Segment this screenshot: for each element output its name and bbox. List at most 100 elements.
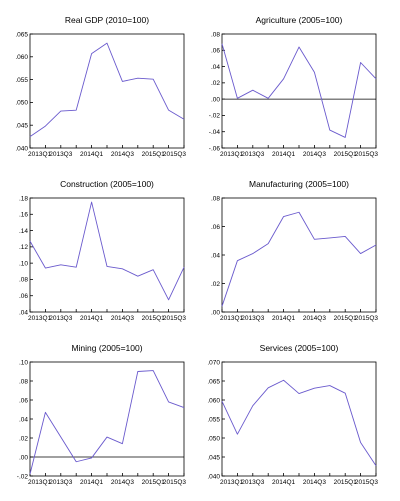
y-tick-label: .00 bbox=[211, 309, 220, 316]
y-tick-label: .045 bbox=[207, 454, 220, 461]
series-line bbox=[29, 201, 185, 301]
series-line bbox=[221, 379, 377, 466]
y-tick-label: .10 bbox=[19, 260, 28, 267]
x-tick-label: 2014Q1 bbox=[80, 315, 104, 322]
y-tick-label: .055 bbox=[207, 416, 220, 423]
chart-panel-1: Agriculture (2005=100) -.06 -.04 -.02 .00 .02… bbox=[209, 15, 379, 158]
chart-panel-3: Manufacturing (2005=100) .00 .02 .04 .06 .08 2… bbox=[211, 179, 378, 322]
y-tick-label: .02 bbox=[19, 435, 28, 442]
y-tick-label: .040 bbox=[15, 145, 28, 152]
x-tick-label: 2015Q1 bbox=[334, 151, 358, 158]
x-tick-label: 2013Q3 bbox=[241, 151, 265, 158]
x-tick-label: 2014Q1 bbox=[272, 315, 296, 322]
chart-title: Real GDP (2010=100) bbox=[65, 15, 149, 25]
y-tick-label: .18 bbox=[19, 195, 28, 202]
y-tick-label: .04 bbox=[211, 64, 220, 71]
y-tick-label: .06 bbox=[211, 224, 220, 231]
chart-title: Services (2005=100) bbox=[260, 343, 339, 353]
chart-title: Manufacturing (2005=100) bbox=[249, 179, 349, 189]
y-tick-label: .06 bbox=[211, 48, 220, 55]
x-tick-label: 2015Q1 bbox=[142, 151, 166, 158]
y-tick-label: .06 bbox=[19, 397, 28, 404]
y-tick-label: .12 bbox=[19, 244, 28, 251]
y-tick-label: .065 bbox=[207, 378, 220, 385]
x-tick-label: 2015Q3 bbox=[163, 151, 187, 158]
x-tick-label: 2014Q3 bbox=[303, 151, 327, 158]
plot-frame bbox=[221, 33, 377, 149]
y-tick-label: .04 bbox=[19, 416, 28, 423]
y-tick-label: .050 bbox=[15, 100, 28, 107]
x-tick-label: 2014Q3 bbox=[303, 479, 327, 486]
chart-panel-2: Construction (2005=100) .04 .06 .08 .10 .12 .1… bbox=[19, 179, 186, 322]
x-tick-label: 2013Q1 bbox=[28, 479, 52, 486]
plot-frame bbox=[29, 33, 185, 149]
y-tick-label: .02 bbox=[211, 80, 220, 87]
x-tick-label: 2014Q1 bbox=[80, 479, 104, 486]
x-tick-label: 2015Q3 bbox=[163, 315, 187, 322]
y-tick-label: .08 bbox=[19, 378, 28, 385]
series-line bbox=[29, 370, 185, 475]
y-tick-label: .070 bbox=[207, 359, 220, 366]
y-tick-label: .16 bbox=[19, 212, 28, 219]
x-tick-label: 2013Q3 bbox=[49, 479, 73, 486]
chart-title: Construction (2005=100) bbox=[60, 179, 154, 189]
y-tick-label: .02 bbox=[211, 281, 220, 288]
y-tick-label: .08 bbox=[211, 195, 220, 202]
plot-frame bbox=[221, 197, 377, 313]
chart-panel-0: Real GDP (2010=100) .040 .045 .050 .055 .060.… bbox=[15, 15, 186, 158]
y-tick-label: .04 bbox=[19, 309, 28, 316]
x-tick-label: 2013Q1 bbox=[220, 151, 244, 158]
x-tick-label: 2015Q1 bbox=[334, 315, 358, 322]
y-tick-label: .045 bbox=[15, 123, 28, 130]
x-tick-label: 2013Q3 bbox=[241, 315, 265, 322]
x-tick-label: 2015Q1 bbox=[142, 479, 166, 486]
x-tick-label: 2014Q1 bbox=[80, 151, 104, 158]
y-tick-label: .00 bbox=[19, 454, 28, 461]
y-tick-label: .10 bbox=[19, 359, 28, 366]
x-tick-label: 2015Q1 bbox=[334, 479, 358, 486]
y-tick-label: .14 bbox=[19, 228, 28, 235]
y-tick-label: .00 bbox=[211, 96, 220, 103]
x-tick-label: 2015Q1 bbox=[142, 315, 166, 322]
chart-title: Mining (2005=100) bbox=[71, 343, 142, 353]
y-tick-label: .040 bbox=[207, 473, 220, 480]
x-tick-label: 2015Q3 bbox=[355, 151, 379, 158]
x-tick-label: 2014Q3 bbox=[111, 151, 135, 158]
x-tick-label: 2013Q3 bbox=[241, 479, 265, 486]
x-tick-label: 2014Q1 bbox=[272, 151, 296, 158]
y-tick-label: .055 bbox=[15, 77, 28, 84]
y-tick-label: .065 bbox=[15, 31, 28, 38]
x-tick-label: 2013Q3 bbox=[49, 315, 73, 322]
x-tick-label: 2014Q1 bbox=[272, 479, 296, 486]
chart-title: Agriculture (2005=100) bbox=[256, 15, 343, 25]
y-tick-label: .06 bbox=[19, 293, 28, 300]
y-tick-label: -.02 bbox=[209, 113, 221, 120]
plot-frame bbox=[29, 197, 185, 313]
y-tick-label: .060 bbox=[207, 397, 220, 404]
x-tick-label: 2015Q3 bbox=[163, 479, 187, 486]
chart-panel-5: Services (2005=100) .040 .045 .050 .055 .060.… bbox=[207, 343, 378, 486]
plot-frame bbox=[29, 361, 185, 477]
x-tick-label: 2015Q3 bbox=[355, 479, 379, 486]
x-tick-label: 2013Q1 bbox=[220, 315, 244, 322]
y-tick-label: -.02 bbox=[17, 473, 29, 480]
y-tick-label: .060 bbox=[15, 54, 28, 61]
x-tick-label: 2014Q3 bbox=[111, 479, 135, 486]
x-tick-label: 2013Q1 bbox=[28, 151, 52, 158]
y-tick-label: -.06 bbox=[209, 145, 221, 152]
x-tick-label: 2014Q3 bbox=[303, 315, 327, 322]
y-tick-label: .050 bbox=[207, 435, 220, 442]
series-line bbox=[221, 211, 377, 307]
y-tick-label: .08 bbox=[211, 31, 220, 38]
x-tick-label: 2013Q3 bbox=[49, 151, 73, 158]
x-tick-label: 2014Q3 bbox=[111, 315, 135, 322]
x-tick-label: 2015Q3 bbox=[355, 315, 379, 322]
series-line bbox=[221, 43, 377, 138]
chart-panel-4: Mining (2005=100) -.02 .00 .02 .04 .06 .08 .10 2… bbox=[17, 343, 187, 486]
x-tick-label: 2013Q1 bbox=[220, 479, 244, 486]
y-tick-label: -.04 bbox=[209, 129, 221, 136]
y-tick-label: .04 bbox=[211, 252, 220, 259]
y-tick-label: .08 bbox=[19, 277, 28, 284]
x-tick-label: 2013Q1 bbox=[28, 315, 52, 322]
